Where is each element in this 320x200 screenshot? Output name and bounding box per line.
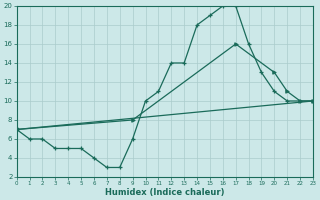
X-axis label: Humidex (Indice chaleur): Humidex (Indice chaleur): [105, 188, 225, 197]
